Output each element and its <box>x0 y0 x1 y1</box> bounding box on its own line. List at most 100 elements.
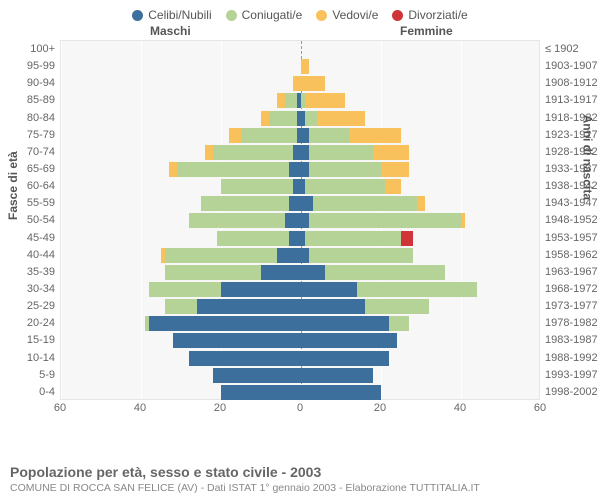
x-axis: 6040200204060 <box>60 400 540 418</box>
birth-year-label: 1953-1957 <box>539 230 600 247</box>
age-row: 60-641938-1942 <box>61 178 539 195</box>
legend-label: Vedovi/e <box>332 8 378 22</box>
chart-subtitle: COMUNE DI ROCCA SAN FELICE (AV) - Dati I… <box>10 482 480 494</box>
bar-male <box>161 248 165 263</box>
age-row: 20-241978-1982 <box>61 315 539 332</box>
bar-male <box>229 128 241 143</box>
bar-female <box>357 282 477 297</box>
legend-item: Coniugati/e <box>226 8 303 22</box>
age-row: 70-741928-1932 <box>61 144 539 161</box>
age-label: 35-39 <box>5 264 61 281</box>
bar-female <box>309 248 413 263</box>
top-labels: Maschi Femmine <box>0 24 600 40</box>
bar-male <box>261 111 269 126</box>
age-label: 85-89 <box>5 92 61 109</box>
birth-year-label: 1998-2002 <box>539 384 600 401</box>
bar-male <box>165 248 277 263</box>
age-row: 10-141988-1992 <box>61 350 539 367</box>
bar-female <box>309 128 349 143</box>
bar-female <box>313 196 417 211</box>
x-tick: 60 <box>54 402 66 414</box>
bar-male <box>241 128 297 143</box>
bar-male <box>221 179 293 194</box>
bar-male <box>289 196 301 211</box>
legend-swatch <box>226 10 237 21</box>
legend-item: Vedovi/e <box>316 8 378 22</box>
bar-male <box>205 145 213 160</box>
bar-male <box>189 351 301 366</box>
bar-male <box>293 179 301 194</box>
bar-male <box>189 213 285 228</box>
legend-swatch <box>316 10 327 21</box>
bar-male <box>293 145 301 160</box>
bar-male <box>213 145 293 160</box>
bar-male <box>169 162 177 177</box>
bar-female <box>385 179 401 194</box>
bar-female <box>317 111 365 126</box>
age-label: 75-79 <box>5 127 61 144</box>
bar-female <box>461 213 465 228</box>
birth-year-label: 1983-1987 <box>539 332 600 349</box>
age-row: 15-191983-1987 <box>61 332 539 349</box>
age-row: 55-591943-1947 <box>61 195 539 212</box>
y-axis-title-left: Fasce di età <box>6 151 20 220</box>
birth-year-label: 1968-1972 <box>539 281 600 298</box>
bar-male <box>289 231 301 246</box>
bar-female <box>305 111 317 126</box>
birth-year-label: ≤ 1902 <box>539 41 600 58</box>
label-maschi: Maschi <box>150 24 191 38</box>
x-tick: 0 <box>297 402 303 414</box>
bar-female <box>305 179 385 194</box>
age-label: 30-34 <box>5 281 61 298</box>
legend-item: Celibi/Nubili <box>132 8 211 22</box>
bar-male <box>173 333 301 348</box>
age-label: 45-49 <box>5 230 61 247</box>
age-row: 5-91993-1997 <box>61 367 539 384</box>
y-axis-title-right: Anni di nascita <box>580 115 594 200</box>
x-tick: 20 <box>374 402 386 414</box>
bar-female <box>301 59 309 74</box>
bar-male <box>149 282 221 297</box>
bar-male <box>165 265 261 280</box>
legend: Celibi/Nubili Coniugati/e Vedovi/e Divorzia… <box>0 0 600 24</box>
population-pyramid: 100+≤ 190295-991903-190790-941908-191285… <box>60 40 540 418</box>
bar-female <box>301 282 357 297</box>
bar-female <box>325 265 445 280</box>
legend-item: Divorziati/e <box>392 8 467 22</box>
age-row: 75-791923-1927 <box>61 127 539 144</box>
bar-female <box>309 213 461 228</box>
age-row: 95-991903-1907 <box>61 58 539 75</box>
x-tick: 60 <box>534 402 546 414</box>
plot-area: 100+≤ 190295-991903-190790-941908-191285… <box>60 40 540 400</box>
bar-male <box>277 248 301 263</box>
bar-female <box>305 231 401 246</box>
bar-female <box>373 145 409 160</box>
age-label: 100+ <box>5 41 61 58</box>
birth-year-label: 1988-1992 <box>539 350 600 367</box>
bar-male <box>293 76 301 91</box>
age-row: 80-841918-1922 <box>61 110 539 127</box>
legend-swatch <box>132 10 143 21</box>
legend-label: Celibi/Nubili <box>148 8 211 22</box>
age-row: 90-941908-1912 <box>61 75 539 92</box>
age-row: 45-491953-1957 <box>61 230 539 247</box>
bar-female <box>301 351 389 366</box>
bar-female <box>309 145 373 160</box>
bar-female <box>301 162 309 177</box>
bar-male <box>221 385 301 400</box>
legend-swatch <box>392 10 403 21</box>
bar-female <box>301 368 373 383</box>
x-tick: 40 <box>454 402 466 414</box>
bar-female <box>301 316 389 331</box>
birth-year-label: 1978-1982 <box>539 315 600 332</box>
age-row: 25-291973-1977 <box>61 298 539 315</box>
age-row: 30-341968-1972 <box>61 281 539 298</box>
age-label: 20-24 <box>5 315 61 332</box>
bar-female <box>305 93 345 108</box>
age-label: 90-94 <box>5 75 61 92</box>
birth-year-label: 1948-1952 <box>539 212 600 229</box>
bar-female <box>301 385 381 400</box>
birth-year-label: 1903-1907 <box>539 58 600 75</box>
bar-male <box>277 93 285 108</box>
bar-female <box>301 265 325 280</box>
